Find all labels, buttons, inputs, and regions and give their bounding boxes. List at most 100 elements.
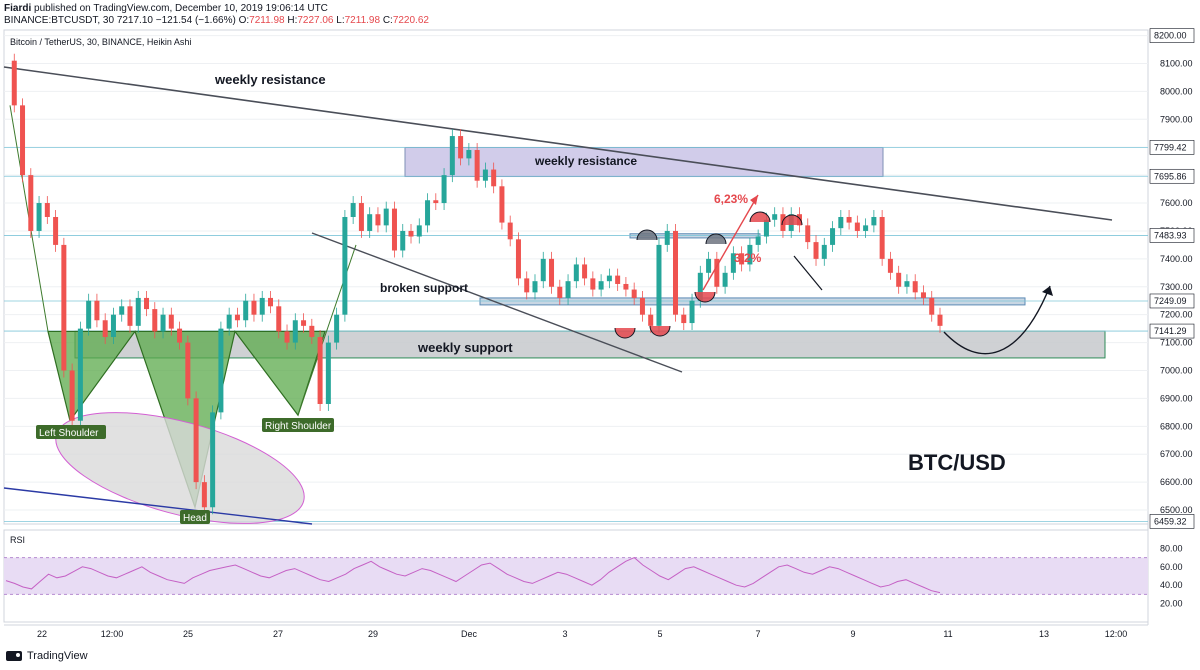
candle-body: [367, 214, 373, 231]
candle-body: [201, 482, 207, 508]
arc-marker: [614, 327, 636, 339]
candle-body: [152, 309, 158, 332]
label-right-shoulder: Right Shoulder: [265, 421, 332, 432]
price-flag-label: 7695.86: [1154, 171, 1187, 181]
descending-resistance-line: [3, 66, 1113, 221]
time-tick-label: 25: [183, 629, 193, 639]
candle-body: [565, 281, 571, 298]
low-label: L:: [336, 15, 345, 26]
time-tick-label: 22: [37, 629, 47, 639]
price-flag-bg: [1149, 168, 1195, 184]
annotation-broken-support: broken support: [380, 281, 468, 295]
candle-body: [350, 203, 356, 217]
candle-body: [383, 208, 389, 226]
price-flag-bg: [1149, 323, 1195, 339]
candle-body: [210, 412, 216, 508]
price-tick-label: 7600.00: [1160, 198, 1193, 208]
arc-marker: [781, 214, 803, 226]
candle-body: [61, 244, 67, 371]
candle-body: [706, 258, 712, 273]
price-tick-label: 7900.00: [1160, 114, 1193, 124]
candle-body: [400, 230, 406, 251]
price-flag-label: 7141.29: [1154, 326, 1187, 336]
candle-body: [615, 275, 621, 284]
candle-body: [28, 175, 34, 231]
candle-body: [77, 328, 83, 421]
candle-body: [144, 297, 150, 310]
candle-body: [598, 281, 604, 290]
arc-marker: [649, 325, 671, 337]
candle-body: [86, 300, 92, 329]
candle-body: [425, 200, 431, 226]
candle-body: [259, 297, 265, 315]
candle-body: [532, 281, 538, 293]
candle-body: [515, 239, 521, 279]
candle-body: [573, 264, 579, 282]
price-flag-bg: [1149, 28, 1195, 43]
tradingview-logo-icon: [6, 651, 22, 661]
rsi-label: RSI: [10, 535, 25, 545]
price-tick-label: 7300.00: [1160, 282, 1193, 292]
candle-body: [110, 314, 116, 338]
candle-body: [44, 203, 50, 217]
symbol-line: BINANCE:BTCUSDT, 30 7217.10 −121.54 (−1.…: [4, 15, 429, 27]
candle-body: [466, 150, 472, 159]
candle-body: [697, 272, 703, 301]
annotation-gain-3-2: 3,2%: [734, 251, 762, 265]
projection-arrowhead: [1042, 286, 1053, 296]
candle-body: [11, 60, 17, 106]
candle-body: [639, 297, 645, 315]
projection-arrow: [943, 285, 1051, 355]
time-tick-label: 27: [273, 629, 283, 639]
candle-body: [20, 105, 26, 176]
candle-body: [664, 230, 670, 245]
candle-body: [267, 297, 273, 307]
candle-body: [813, 242, 819, 259]
candle-body: [499, 186, 505, 223]
candle-body: [474, 150, 480, 181]
candle-body: [408, 230, 414, 237]
candle-body: [449, 136, 455, 176]
candle-body: [904, 281, 910, 287]
candle-body: [772, 214, 778, 220]
label-left-shoulder: Left Shoulder: [39, 428, 99, 439]
publisher-line: Fiardi published on TradingView.com, Dec…: [4, 3, 328, 15]
time-tick-label: 11: [943, 629, 952, 639]
candle-body: [714, 258, 720, 287]
candle-body: [441, 175, 447, 204]
arc-marker: [694, 291, 716, 303]
candle-body: [648, 314, 654, 326]
candle-body: [912, 281, 918, 293]
candle-body: [375, 214, 381, 226]
time-tick-label: 9: [850, 629, 855, 639]
candle-body: [127, 306, 133, 326]
rsi-band: [4, 557, 1148, 595]
price-tick-label: 7400.00: [1160, 254, 1193, 264]
price-tick-label: 7100.00: [1160, 338, 1193, 348]
annotation-btc-usd: BTC/USD: [908, 450, 1006, 475]
candle-body: [929, 297, 935, 315]
candle-body: [838, 216, 844, 229]
broken-support-band: [479, 297, 1026, 306]
time-tick-label: 29: [368, 629, 378, 639]
candle-body: [358, 203, 364, 231]
label-right-shoulder-bg: [262, 418, 334, 432]
candle-body: [524, 278, 530, 293]
candle-body: [540, 258, 546, 282]
annotation-weekly-support: weekly support: [417, 340, 513, 355]
candle-body: [325, 342, 331, 404]
candle-body: [507, 222, 513, 240]
candle-body: [334, 314, 340, 343]
candle-body: [36, 203, 42, 231]
lower-trendline: [3, 487, 313, 525]
candle-body: [301, 320, 307, 326]
footer: TradingView: [6, 650, 88, 662]
price-flag-bg: [1149, 140, 1195, 155]
annotation-weekly-resistance-top: weekly resistance: [214, 72, 326, 87]
candle-body: [739, 253, 745, 265]
time-tick-label: Dec: [461, 629, 478, 639]
candle-body: [582, 264, 588, 279]
candle-body: [458, 136, 464, 159]
candle-body: [177, 328, 183, 343]
